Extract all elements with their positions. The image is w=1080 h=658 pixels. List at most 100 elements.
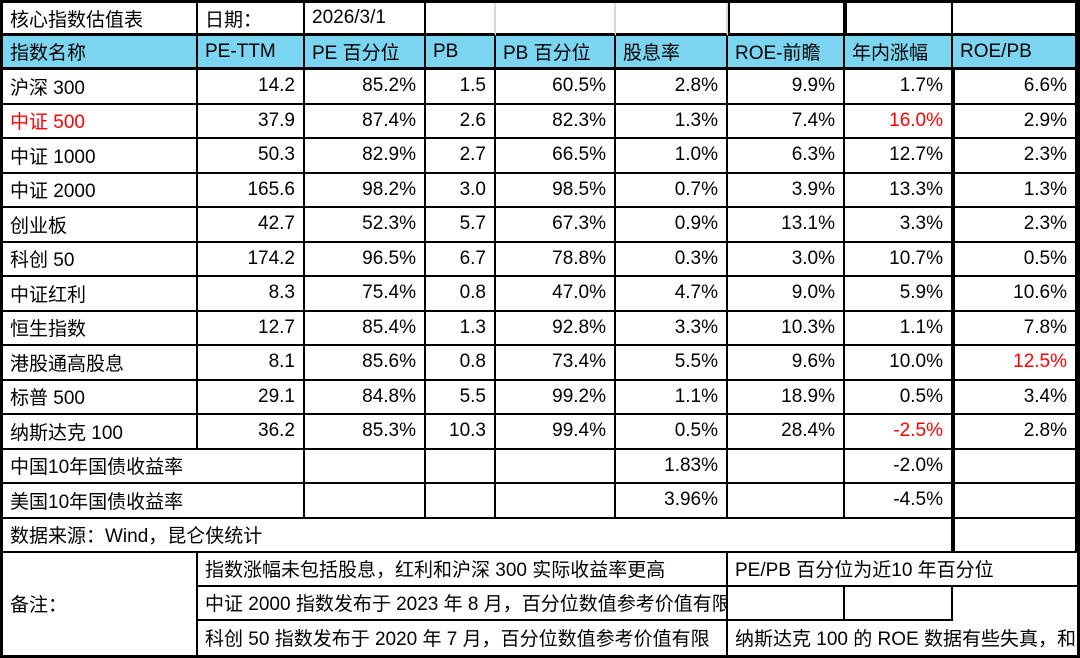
empty-cell[interactable] — [728, 3, 845, 36]
value-cell[interactable]: 52.3% — [305, 208, 426, 243]
value-cell[interactable]: 3.3% — [845, 208, 953, 243]
column-header-pe-ttm[interactable]: PE-TTM — [198, 36, 305, 70]
remarks-label[interactable]: 备注： — [3, 552, 198, 655]
value-cell[interactable]: 84.8% — [305, 380, 426, 415]
value-cell[interactable]: 66.5% — [496, 139, 616, 174]
value-cell[interactable]: 10.3% — [728, 311, 845, 346]
value-cell[interactable]: 0.7% — [616, 173, 728, 208]
value-cell[interactable]: 3.9% — [728, 173, 845, 208]
value-cell[interactable]: 87.4% — [305, 104, 426, 139]
value-cell[interactable]: 4.7% — [616, 277, 728, 312]
column-header-pb[interactable]: PB — [426, 36, 496, 70]
value-cell[interactable]: 85.6% — [305, 346, 426, 381]
value-cell[interactable]: 73.4% — [496, 346, 616, 381]
empty-cell[interactable] — [845, 3, 953, 36]
value-cell[interactable]: 5.9% — [845, 277, 953, 312]
value-cell[interactable]: 2.8% — [953, 415, 1077, 450]
value-cell[interactable]: 10.3 — [426, 415, 496, 450]
index-name-cell[interactable]: 港股通高股息 — [3, 346, 198, 381]
empty-cell[interactable] — [953, 3, 1077, 36]
remark-cell[interactable]: PE/PB 百分位为近10 年百分位 — [728, 552, 1077, 587]
value-cell[interactable]: 75.4% — [305, 277, 426, 312]
empty-cell[interactable] — [728, 449, 845, 484]
remark-cell[interactable]: 指数涨幅未包括股息，红利和沪深 300 实际收益率更高 — [198, 552, 728, 587]
remark-cell[interactable]: 纳斯达克 100 的 ROE 数据有些失真，和趋 — [728, 620, 1077, 655]
value-cell[interactable]: 9.6% — [728, 346, 845, 381]
value-cell[interactable]: 85.3% — [305, 415, 426, 450]
empty-cell[interactable] — [305, 449, 426, 484]
value-cell[interactable]: 50.3 — [198, 139, 305, 174]
index-name-cell[interactable]: 纳斯达克 100 — [3, 415, 198, 450]
value-cell[interactable]: 0.8 — [426, 346, 496, 381]
value-cell[interactable]: 0.3% — [616, 242, 728, 277]
data-source-cell[interactable]: 数据来源：Wind，昆仑侠统计 — [3, 518, 953, 553]
value-cell[interactable]: 2.7 — [426, 139, 496, 174]
value-cell[interactable]: 0.5% — [616, 415, 728, 450]
value-cell[interactable]: 8.1 — [198, 346, 305, 381]
empty-cell[interactable] — [953, 449, 1077, 484]
empty-cell[interactable] — [496, 3, 616, 36]
value-cell[interactable]: 12.5% — [953, 346, 1077, 381]
value-cell[interactable]: 2.6 — [426, 104, 496, 139]
value-cell[interactable]: 0.8 — [426, 277, 496, 312]
empty-cell[interactable] — [426, 484, 496, 519]
value-cell[interactable]: 9.0% — [728, 277, 845, 312]
value-cell[interactable]: 5.5% — [616, 346, 728, 381]
value-cell[interactable]: 8.3 — [198, 277, 305, 312]
value-cell[interactable]: 12.7 — [198, 311, 305, 346]
column-header-roe-forward[interactable]: ROE-前瞻 — [728, 36, 845, 70]
bond-name-cell[interactable]: 美国10年国债收益率 — [3, 484, 305, 519]
value-cell[interactable]: 98.2% — [305, 173, 426, 208]
empty-cell[interactable] — [953, 586, 1077, 621]
value-cell[interactable]: 85.4% — [305, 311, 426, 346]
value-cell[interactable]: 5.5 — [426, 380, 496, 415]
value-cell[interactable]: 2.3% — [953, 208, 1077, 243]
value-cell[interactable]: 10.0% — [845, 346, 953, 381]
value-cell[interactable]: 0.9% — [616, 208, 728, 243]
value-cell[interactable]: 98.5% — [496, 173, 616, 208]
value-cell[interactable]: -2.5% — [845, 415, 953, 450]
index-name-cell[interactable]: 科创 50 — [3, 242, 198, 277]
empty-cell[interactable] — [496, 449, 616, 484]
column-header-index-name[interactable]: 指数名称 — [3, 36, 198, 70]
value-cell[interactable]: 2.9% — [953, 104, 1077, 139]
remark-cell[interactable]: 中证 2000 指数发布于 2023 年 8 月，百分位数值参考价值有限 — [198, 586, 728, 621]
value-cell[interactable]: 3.4% — [953, 380, 1077, 415]
value-cell[interactable]: 2.3% — [953, 139, 1077, 174]
value-cell[interactable]: 0.5% — [845, 380, 953, 415]
bond-name-cell[interactable]: 中国10年国债收益率 — [3, 449, 305, 484]
value-cell[interactable]: 174.2 — [198, 242, 305, 277]
column-header-pe-percentile[interactable]: PE 百分位 — [305, 36, 426, 70]
value-cell[interactable]: 1.5 — [426, 70, 496, 105]
remark-cell[interactable]: 科创 50 指数发布于 2020 年 7 月，百分位数值参考价值有限 — [198, 620, 728, 655]
value-cell[interactable]: 1.3% — [616, 104, 728, 139]
value-cell[interactable]: 67.3% — [496, 208, 616, 243]
value-cell[interactable]: 7.8% — [953, 311, 1077, 346]
value-cell[interactable]: 29.1 — [198, 380, 305, 415]
value-cell[interactable]: 1.1% — [845, 311, 953, 346]
value-cell[interactable]: 7.4% — [728, 104, 845, 139]
index-name-cell[interactable]: 中证 1000 — [3, 139, 198, 174]
index-name-cell[interactable]: 沪深 300 — [3, 70, 198, 105]
index-name-cell[interactable]: 恒生指数 — [3, 311, 198, 346]
bond-ytd-cell[interactable]: -4.5% — [845, 484, 953, 519]
value-cell[interactable]: 82.9% — [305, 139, 426, 174]
value-cell[interactable]: 1.3% — [953, 173, 1077, 208]
empty-cell[interactable] — [496, 484, 616, 519]
empty-cell[interactable] — [426, 449, 496, 484]
value-cell[interactable]: 5.7 — [426, 208, 496, 243]
value-cell[interactable]: 60.5% — [496, 70, 616, 105]
value-cell[interactable]: 82.3% — [496, 104, 616, 139]
value-cell[interactable]: 14.2 — [198, 70, 305, 105]
empty-cell[interactable] — [305, 484, 426, 519]
value-cell[interactable]: 99.2% — [496, 380, 616, 415]
empty-cell[interactable] — [953, 518, 1077, 553]
value-cell[interactable]: 36.2 — [198, 415, 305, 450]
value-cell[interactable]: 1.1% — [616, 380, 728, 415]
index-name-cell[interactable]: 标普 500 — [3, 380, 198, 415]
value-cell[interactable]: 18.9% — [728, 380, 845, 415]
empty-cell[interactable] — [728, 484, 845, 519]
value-cell[interactable]: 10.7% — [845, 242, 953, 277]
column-header-pb-percentile[interactable]: PB 百分位 — [496, 36, 616, 70]
bond-ytd-cell[interactable]: -2.0% — [845, 449, 953, 484]
